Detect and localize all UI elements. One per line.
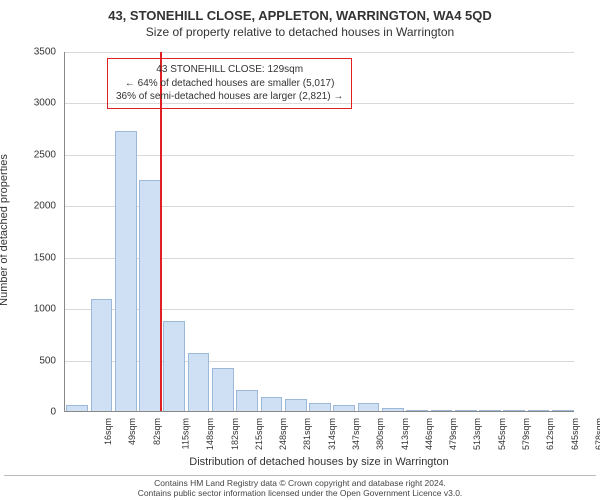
chart-plot-area: 43 STONEHILL CLOSE: 129sqm ← 64% of deta… bbox=[64, 52, 574, 412]
chart-title-line1: 43, STONEHILL CLOSE, APPLETON, WARRINGTO… bbox=[0, 8, 600, 23]
y-tick-label: 2000 bbox=[6, 201, 56, 212]
y-tick-label: 2500 bbox=[6, 149, 56, 160]
x-tick-label: 281sqm bbox=[302, 418, 312, 450]
x-tick-label: 380sqm bbox=[375, 418, 385, 450]
x-tick-label: 182sqm bbox=[230, 418, 240, 450]
x-tick-label: 513sqm bbox=[472, 418, 482, 450]
x-tick-label: 215sqm bbox=[254, 418, 264, 450]
x-tick-label: 545sqm bbox=[497, 418, 507, 450]
chart-title-block: 43, STONEHILL CLOSE, APPLETON, WARRINGTO… bbox=[0, 0, 600, 39]
histogram-bar bbox=[188, 353, 210, 411]
chart-footer: Contains HM Land Registry data © Crown c… bbox=[4, 475, 596, 498]
x-tick-label: 49sqm bbox=[127, 418, 137, 445]
histogram-bar bbox=[382, 408, 404, 411]
histogram-bar bbox=[139, 180, 161, 411]
x-tick-label: 16sqm bbox=[103, 418, 113, 445]
histogram-bar bbox=[163, 321, 185, 412]
x-axis-label: Distribution of detached houses by size … bbox=[64, 456, 574, 468]
histogram-bar bbox=[406, 410, 428, 411]
x-tick-label: 579sqm bbox=[521, 418, 531, 450]
y-tick-label: 3000 bbox=[6, 98, 56, 109]
x-tick-label: 446sqm bbox=[424, 418, 434, 450]
histogram-bar bbox=[309, 403, 331, 411]
x-tick-label: 413sqm bbox=[400, 418, 410, 450]
x-tick-label: 678sqm bbox=[594, 418, 600, 450]
footer-line-2: Contains public sector information licen… bbox=[4, 488, 596, 498]
histogram-bar bbox=[503, 410, 525, 411]
histogram-bar bbox=[358, 403, 380, 411]
x-tick-label: 347sqm bbox=[351, 418, 361, 450]
histogram-bar bbox=[455, 410, 477, 411]
histogram-bar bbox=[479, 410, 501, 411]
histogram-bar bbox=[212, 368, 234, 411]
histogram-bar bbox=[552, 410, 574, 411]
gridline bbox=[65, 155, 574, 156]
callout-line-3: 36% of semi-detached houses are larger (… bbox=[116, 90, 343, 104]
y-tick-label: 1500 bbox=[6, 252, 56, 263]
reference-callout: 43 STONEHILL CLOSE: 129sqm ← 64% of deta… bbox=[107, 58, 352, 109]
histogram-bar bbox=[261, 397, 283, 411]
x-tick-label: 314sqm bbox=[327, 418, 337, 450]
y-tick-label: 500 bbox=[6, 355, 56, 366]
x-tick-label: 248sqm bbox=[278, 418, 288, 450]
x-tick-label: 479sqm bbox=[448, 418, 458, 450]
x-tick-label: 645sqm bbox=[570, 418, 580, 450]
y-tick-labels: 0500100015002000250030003500 bbox=[0, 52, 60, 412]
histogram-bar bbox=[115, 131, 137, 411]
y-tick-label: 1000 bbox=[6, 304, 56, 315]
histogram-bar bbox=[528, 410, 550, 411]
callout-line-2: ← 64% of detached houses are smaller (5,… bbox=[116, 77, 343, 91]
footer-line-1: Contains HM Land Registry data © Crown c… bbox=[4, 478, 596, 488]
histogram-bar bbox=[66, 405, 88, 411]
x-tick-label: 82sqm bbox=[152, 418, 162, 445]
histogram-bar bbox=[91, 299, 113, 411]
histogram-bar bbox=[285, 399, 307, 411]
y-tick-label: 0 bbox=[6, 407, 56, 418]
x-tick-label: 115sqm bbox=[180, 418, 190, 449]
x-tick-label: 612sqm bbox=[545, 418, 555, 450]
histogram-bar bbox=[333, 405, 355, 411]
callout-line-1: 43 STONEHILL CLOSE: 129sqm bbox=[116, 63, 343, 77]
histogram-bar bbox=[236, 390, 258, 411]
gridline bbox=[65, 52, 574, 53]
chart-title-line2: Size of property relative to detached ho… bbox=[0, 25, 600, 39]
x-tick-label: 148sqm bbox=[205, 418, 215, 450]
y-tick-label: 3500 bbox=[6, 47, 56, 58]
histogram-bar bbox=[431, 410, 453, 411]
